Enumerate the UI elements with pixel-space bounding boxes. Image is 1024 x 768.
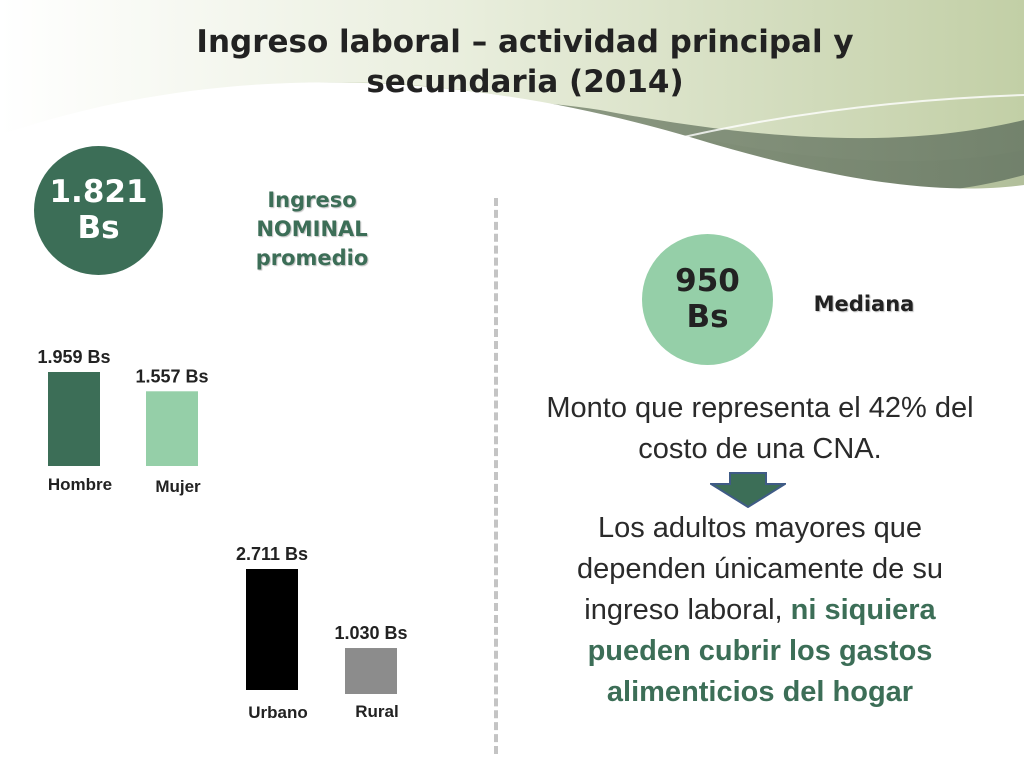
page-title: Ingreso laboral – actividad principal y … — [196, 24, 854, 100]
mean-income-circle: 1.821 Bs — [34, 146, 163, 275]
dashed-divider — [494, 198, 498, 754]
category-label-hombre: Hombre — [48, 475, 112, 494]
note-conclusion-text: Los adultos mayores que dependen únicame… — [576, 512, 943, 626]
bar-chart-1: 1.959 Bs Hombre 1.557 Bs Mujer — [37, 347, 208, 496]
note-conclusion: Los adultos mayores que dependen únicame… — [530, 508, 990, 713]
data-label-urbano: 2.711 Bs — [236, 544, 308, 564]
category-label-mujer: Mujer — [155, 477, 201, 496]
bar-urbano — [246, 569, 298, 690]
bar-chart-2: 2.711 Bs Urbano 1.030 Bs Rural — [236, 544, 408, 722]
category-label-rural: Rural — [355, 702, 398, 721]
data-label-hombre: 1.959 Bs — [37, 347, 110, 367]
arrow-down-icon — [710, 472, 786, 508]
note-cna: Monto que representa el 42% del costo de… — [546, 392, 974, 465]
bar-mujer — [146, 391, 198, 466]
bar-hombre — [48, 372, 100, 466]
note-conclusion-highlight: ni siquiera pueden cubrir los gastos ali… — [587, 594, 936, 708]
data-label-rural: 1.030 Bs — [334, 623, 407, 643]
data-label-mujer: 1.557 Bs — [135, 366, 208, 386]
mean-income-label: Ingreso NOMINAL promedio — [255, 188, 369, 270]
median-label: Mediana — [813, 292, 915, 316]
category-label-urbano: Urbano — [248, 703, 308, 722]
income-bar-charts: 1.959 Bs Hombre 1.557 Bs Mujer 2.711 Bs Urban… — [37, 347, 408, 722]
bar-rural — [345, 648, 397, 694]
median-income-circle: 950 Bs — [642, 234, 773, 365]
